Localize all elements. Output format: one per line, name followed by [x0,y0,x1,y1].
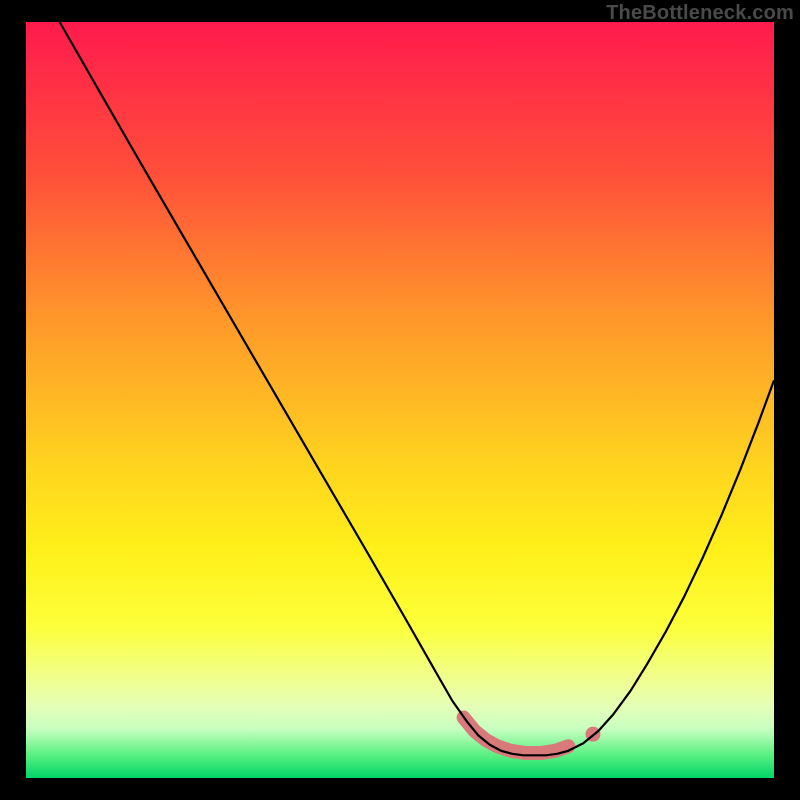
watermark-text: TheBottleneck.com [606,2,794,25]
bottleneck-chart: TheBottleneck.com [0,0,800,800]
chart-svg [0,0,800,800]
